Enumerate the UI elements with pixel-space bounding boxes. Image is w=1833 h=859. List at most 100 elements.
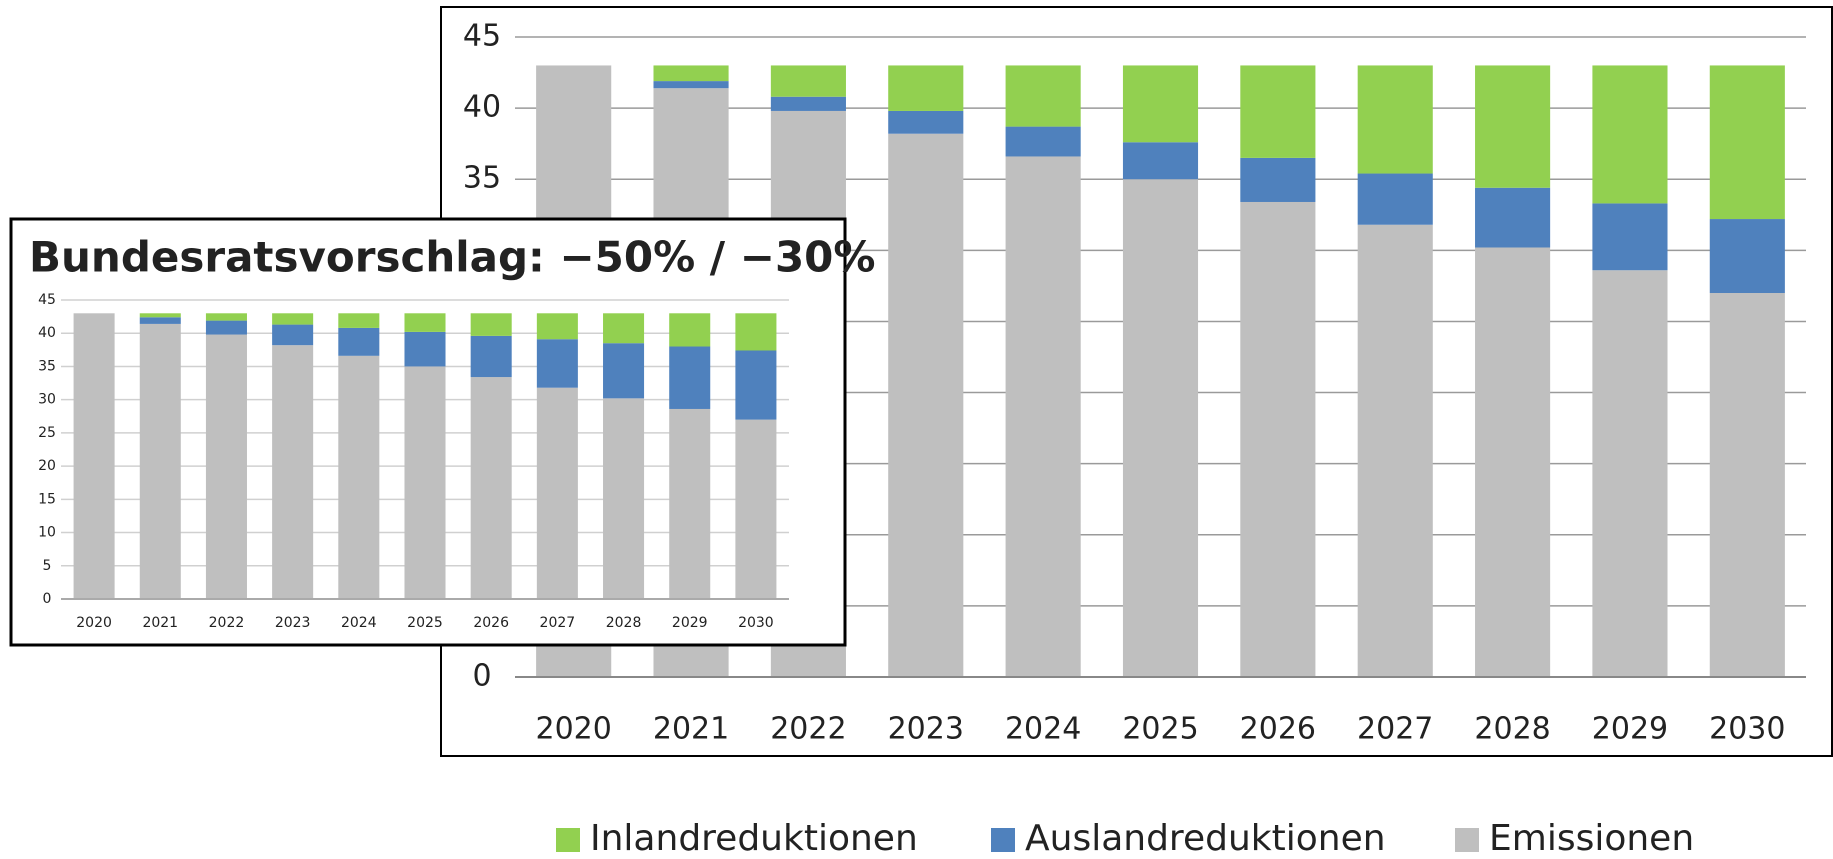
- legend-label: Auslandreduktionen: [1025, 818, 1386, 859]
- x-tick-label: 2025: [1122, 712, 1198, 747]
- legend-swatch: [991, 828, 1015, 852]
- x-tick-label: 2021: [142, 615, 178, 631]
- x-tick-label: 2026: [1240, 712, 1316, 747]
- bar-segment: [536, 339, 578, 388]
- bar-segment: [735, 313, 777, 351]
- y-tick-label: 40: [463, 90, 501, 125]
- bar-segment: [1357, 173, 1433, 225]
- bar-segment: [1709, 65, 1785, 220]
- bar-segment: [1475, 247, 1551, 677]
- bar-segment: [1709, 293, 1785, 677]
- x-tick-label: 2023: [888, 712, 964, 747]
- x-tick-label: 2024: [341, 615, 377, 631]
- bar-segment: [205, 313, 247, 321]
- bar-segment: [404, 331, 446, 367]
- bar-segment: [470, 377, 512, 599]
- x-tick-label: 2024: [1005, 712, 1081, 747]
- bar-segment: [1122, 65, 1199, 143]
- y-tick-label: 10: [38, 525, 56, 541]
- y-tick-label: 15: [38, 491, 56, 507]
- x-tick-label: 2021: [653, 712, 729, 747]
- bar-segment: [338, 355, 380, 599]
- legend-swatch: [556, 828, 580, 852]
- x-tick-label: 2030: [1709, 712, 1785, 747]
- bar-segment: [770, 65, 846, 97]
- bar-segment: [1240, 157, 1316, 202]
- bar-segment: [653, 65, 729, 82]
- bar-segment: [139, 313, 181, 318]
- y-tick-label: 40: [38, 325, 56, 341]
- bar-segment: [1122, 142, 1199, 180]
- bar-segment: [1005, 156, 1081, 677]
- x-tick-label: 2020: [76, 615, 112, 631]
- bar-segment: [272, 345, 314, 599]
- legend-label: Inlandreduktionen: [590, 818, 918, 859]
- chart-title: Bundesratsvorschlag: −50% / −30%: [29, 233, 875, 282]
- y-tick-label: 35: [38, 358, 56, 374]
- bar-segment: [669, 408, 711, 599]
- bar-segment: [770, 96, 846, 111]
- y-tick-label: 5: [43, 558, 52, 574]
- y-tick-label: 0: [472, 659, 491, 694]
- bar-segment: [1475, 65, 1551, 188]
- bar-segment: [603, 398, 645, 599]
- bar-segment: [669, 313, 711, 347]
- x-tick-label: 2028: [1474, 712, 1550, 747]
- bar-segment: [1357, 65, 1433, 174]
- bar-segment: [735, 419, 777, 599]
- bar-segment: [1005, 65, 1081, 127]
- bar-segment: [272, 324, 314, 346]
- bar-segment: [1592, 270, 1668, 677]
- bar-segment: [1709, 219, 1785, 293]
- x-tick-label: 2022: [770, 712, 846, 747]
- bar-segment: [1122, 179, 1199, 677]
- bar-segment: [1357, 224, 1433, 677]
- bar-segment: [1005, 126, 1081, 157]
- bar-segment: [603, 313, 645, 344]
- bar-segment: [139, 323, 181, 599]
- x-tick-label: 2029: [1592, 712, 1668, 747]
- y-tick-label: 35: [463, 161, 501, 196]
- bar-segment: [1592, 65, 1668, 204]
- x-tick-label: 2023: [275, 615, 311, 631]
- bar-segment: [205, 334, 247, 599]
- y-tick-label: 45: [463, 19, 501, 54]
- bar-segment: [1240, 201, 1316, 677]
- x-tick-label: 2027: [1357, 712, 1433, 747]
- bar-segment: [536, 387, 578, 599]
- legend-swatch: [1455, 828, 1479, 852]
- bar-segment: [404, 313, 446, 332]
- bar-segment: [1592, 203, 1668, 271]
- x-tick-label: 2026: [473, 615, 509, 631]
- y-tick-label: 25: [38, 425, 56, 441]
- x-tick-label: 2020: [536, 712, 612, 747]
- bar-segment: [1240, 65, 1316, 158]
- bar-segment: [1475, 187, 1551, 248]
- bar-segment: [338, 313, 380, 328]
- x-tick-label: 2025: [407, 615, 443, 631]
- legend-label: Emissionen: [1489, 818, 1694, 859]
- bar-segment: [536, 313, 578, 340]
- bar-segment: [205, 320, 247, 335]
- x-tick-label: 2022: [209, 615, 245, 631]
- y-tick-label: 0: [43, 591, 52, 607]
- bar-segment: [669, 346, 711, 409]
- bar-segment: [470, 313, 512, 336]
- bar-segment: [603, 343, 645, 399]
- bar-segment: [888, 110, 964, 134]
- y-tick-label: 45: [38, 292, 56, 308]
- bar-segment: [888, 133, 964, 677]
- bar-segment: [73, 313, 115, 599]
- bar-segment: [470, 335, 512, 378]
- bar-segment: [888, 65, 964, 111]
- x-tick-label: 2027: [540, 615, 576, 631]
- y-tick-label: 20: [38, 458, 56, 474]
- x-tick-label: 2030: [738, 615, 774, 631]
- bar-segment: [404, 366, 446, 599]
- y-tick-label: 30: [38, 392, 56, 408]
- x-tick-label: 2029: [672, 615, 708, 631]
- x-tick-label: 2028: [606, 615, 642, 631]
- bar-segment: [653, 81, 729, 89]
- bar-segment: [272, 313, 314, 325]
